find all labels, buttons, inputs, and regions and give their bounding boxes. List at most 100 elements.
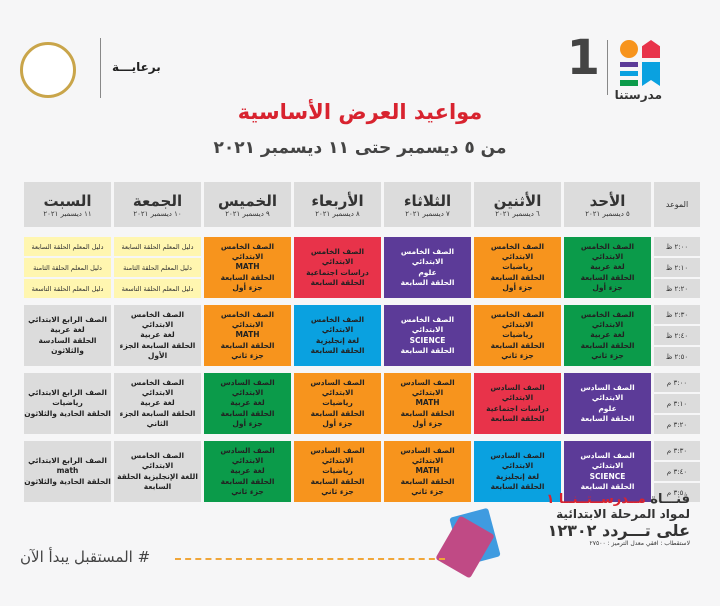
day-header: السبت ١١ ديسمبر ٢٠٢١ <box>24 182 111 227</box>
schedule-cell: الصف الخامس الابتدائي لغة عربية الحلقة الس… <box>564 305 651 366</box>
schedule-slot: دليل المعلم الحلقة الثامنة <box>114 258 201 277</box>
time-slot: ٣:١٠ م <box>654 394 700 413</box>
cell-line: رياضيات <box>52 398 83 408</box>
day-name: الأحد <box>589 191 626 210</box>
cell-line: الحلقة السابعة <box>220 272 275 282</box>
schedule-cell: الصف الخامس الابتدائي علوم الحلقة السابعة <box>384 237 471 298</box>
schedule-cell: الصف الخامس الابتدائي MATH الحلقة السابعة ج… <box>204 237 291 298</box>
day-date: ٨ ديسمبر ٢٠٢١ <box>315 209 360 218</box>
cell-line: الثاني <box>146 418 169 428</box>
schedule-slot: دليل المعلم الحلقة التاسعة <box>114 279 201 298</box>
cell-line: لغة عربية <box>590 330 625 340</box>
day-header: الخميس ٩ ديسمبر ٢٠٢١ <box>204 182 291 227</box>
time-slot: ٣:٢٠ م <box>654 415 700 434</box>
cell-line: جزء ثاني <box>501 350 534 360</box>
cell-line: الحلقة السادسة والثلاثون <box>38 335 97 355</box>
time-slot: ٢:٥٠ ظ <box>654 347 700 366</box>
time-slot: ٢:٢٠ ظ <box>654 279 700 298</box>
cell-line: الصف الخامس الابتدائي <box>130 451 185 471</box>
cell-line: الحلقة السابعة <box>220 476 275 486</box>
cell-line: جزء ثاني <box>321 486 354 496</box>
cell-line: جزء ثاني <box>411 486 444 496</box>
day-header: الأثنين ٦ ديسمبر ٢٠٢١ <box>474 182 561 227</box>
cell-line: الأول <box>147 350 168 360</box>
day-date: ٧ ديسمبر ٢٠٢١ <box>405 209 450 218</box>
cell-line: جزء أول <box>502 282 533 292</box>
cell-line: لغة عربية <box>50 325 85 335</box>
cell-line: الصف الخامس الابتدائي <box>130 310 185 330</box>
schedule-cell: الصف السادس الابتدائي رياضيات الحلقة الساب… <box>294 441 381 502</box>
time-header-label: الموعد <box>665 200 689 209</box>
schedule-cell: الصف السادس الابتدائي رياضيات الحلقة الساب… <box>294 373 381 434</box>
channel-subjects: لمواد المرحلة الابتدائية <box>556 507 690 521</box>
schedule-cell: الصف السادس الابتدائي لغة عربية الحلقة الس… <box>204 441 291 502</box>
brand-name: مدرستنا <box>614 88 662 102</box>
cell-line: لغة عربية <box>140 398 175 408</box>
page-title: مواعيد العرض الأساسية <box>237 100 483 124</box>
time-slot: ٢:٣٠ ظ <box>654 305 700 324</box>
cell-line: الصف الخامس الابتدائي <box>580 242 635 262</box>
cell-line: الحلقة السابعة <box>310 408 365 418</box>
time-header: الموعد <box>654 182 700 227</box>
cell-line: الصف السادس الابتدائي <box>400 446 455 466</box>
day-header: الجمعة ١٠ ديسمبر ٢٠٢١ <box>114 182 201 227</box>
time-slot: ٢:١٠ ظ <box>654 258 700 277</box>
day-name: الثلاثاء <box>403 191 452 210</box>
cell-line: الصف الخامس الابتدائي <box>220 310 275 330</box>
cell-line: الحلقة السابعة <box>220 408 275 418</box>
page-subtitle: من ٥ ديسمبر حتى ١١ ديسمبر ٢٠٢١ <box>213 138 507 158</box>
schedule-cell: الصف الرابع الابتدائي لغة عربية الحلقة الس… <box>24 305 111 366</box>
cell-line: الحلقة السابعة الجزء <box>119 408 196 418</box>
cell-line: علوم <box>598 403 617 413</box>
ministry-seal <box>20 42 76 98</box>
cell-line: الصف الخامس الابتدائي <box>400 247 455 267</box>
day-header: الثلاثاء ٧ ديسمبر ٢٠٢١ <box>384 182 471 227</box>
day-date: ١١ ديسمبر ٢٠٢١ <box>43 209 92 218</box>
cell-line: الحلقة السابعة <box>310 345 365 355</box>
cell-line: دراسات اجتماعية <box>306 267 369 277</box>
cell-line: لغة عربية <box>140 330 175 340</box>
cell-line: رياضيات <box>502 330 533 340</box>
day-header: الأربعاء ٨ ديسمبر ٢٠٢١ <box>294 182 381 227</box>
cell-line: الحلقة السابعة <box>580 272 635 282</box>
cell-line: الصف الخامس الابتدائي <box>220 242 275 262</box>
channel-prefix: قنـــاة <box>650 492 690 507</box>
cell-line: MATH <box>415 466 440 476</box>
cell-line: الصف الخامس الابتدائي <box>310 247 365 267</box>
cell-line: الصف الخامس الابتدائي <box>490 310 545 330</box>
cell-line: الصف الخامس الابتدائي <box>580 310 635 330</box>
day-date: ١٠ ديسمبر ٢٠٢١ <box>133 209 182 218</box>
cell-line: MATH <box>235 330 260 340</box>
time-slot: ٢:٤٠ ظ <box>654 326 700 345</box>
cell-line: SCIENCE <box>589 471 626 481</box>
schedule-slot: دليل المعلم الحلقة السابعة <box>114 237 201 256</box>
cell-line: الصف الخامس الابتدائي <box>310 315 365 335</box>
schedule-cell: الصف الخامس الابتدائي اللغة الإنجليزية ال… <box>114 441 201 502</box>
cell-line: SCIENCE <box>409 335 446 345</box>
cell-line: لغة عربية <box>230 398 265 408</box>
cell-line: الحلقة السابعة <box>580 413 635 423</box>
sponsor-label: برعايـــة <box>112 60 161 74</box>
cell-line: علوم <box>418 267 437 277</box>
cell-line: MATH <box>235 262 260 272</box>
schedule-slot: دليل المعلم الحلقة السابعة <box>24 237 111 256</box>
schedule-cell: الصف الخامس الابتدائي SCIENCE الحلقة الساب… <box>384 305 471 366</box>
cell-line: جزء ثاني <box>231 486 264 496</box>
schedule-cell: الصف الخامس الابتدائي رياضيات الحلقة الساب… <box>474 237 561 298</box>
cell-line: الصف السادس الابتدائي <box>490 383 545 403</box>
cell-line: السابعة <box>143 481 172 491</box>
cell-line: الصف السادس الابتدائي <box>310 378 365 398</box>
cell-line: MATH <box>415 398 440 408</box>
cell-line: الحلقة السابعة <box>220 340 275 350</box>
cell-line: جزء ثاني <box>231 350 264 360</box>
time-slot: ٣:٣٠ م <box>654 441 700 460</box>
cell-line: رياضيات <box>502 262 533 272</box>
schedule-cell: الصف الخامس الابتدائي لغة عربية الحلقة الس… <box>114 373 201 434</box>
cell-line: الصف السادس الابتدائي <box>490 451 545 471</box>
schedule-cell: الصف الخامس الابتدائي رياضيات الحلقة الساب… <box>474 305 561 366</box>
time-slot: ٣:٠٠ م <box>654 373 700 392</box>
day-date: ٩ ديسمبر ٢٠٢١ <box>225 209 270 218</box>
cell-line: الصف الرابع الابتدائي <box>28 315 107 325</box>
cell-line: الصف السادس الابتدائي <box>400 378 455 398</box>
cell-line: الحلقة السابعة <box>490 413 545 423</box>
